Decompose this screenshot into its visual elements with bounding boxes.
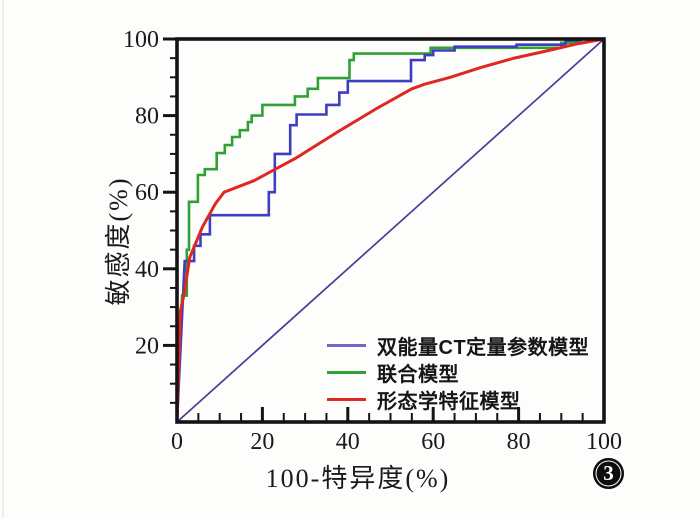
y-axis-tick-label: 80 bbox=[135, 104, 159, 130]
legend-label-combined-model: 联合模型 bbox=[377, 364, 459, 386]
legend-label-dual-energy-ct-model: 双能量CT定量参数模型 bbox=[377, 337, 590, 359]
y-axis-tick-label: 20 bbox=[135, 333, 159, 359]
x-axis-tick-label: 0 bbox=[171, 429, 183, 455]
x-axis-tick-label: 20 bbox=[250, 429, 274, 455]
x-axis-tick-label: 40 bbox=[336, 429, 360, 455]
y-axis-tick-label: 100 bbox=[123, 27, 159, 53]
reference-diagonal-line bbox=[176, 38, 605, 423]
y-axis-tick-label: 60 bbox=[135, 180, 159, 206]
legend-label-morphology-model: 形态学特征模型 bbox=[377, 391, 521, 413]
x-axis-tick-label: 80 bbox=[507, 429, 531, 455]
legend-line-morphology-model bbox=[327, 398, 366, 401]
legend-line-dual-energy-ct-model bbox=[327, 344, 366, 347]
page-scan-edge bbox=[2, 0, 4, 518]
x-axis-tick-label: 100 bbox=[586, 429, 622, 455]
legend-line-combined-model bbox=[327, 371, 366, 374]
figure-number: 3 bbox=[603, 461, 614, 485]
legend-item-morphology-model: 形态学特征模型 bbox=[327, 386, 589, 413]
legend-item-combined-model: 联合模型 bbox=[327, 359, 589, 386]
morphology-model-curve bbox=[175, 37, 605, 423]
dual-energy-ct-model-curve bbox=[175, 37, 604, 423]
x-axis-title: 100-特异度(%) bbox=[266, 464, 451, 493]
x-axis-tick-label: 60 bbox=[421, 429, 445, 455]
combined-model-curve bbox=[175, 37, 604, 423]
chart-legend: 双能量CT定量参数模型 联合模型 形态学特征模型 bbox=[327, 332, 589, 413]
y-axis-title: 敏感度(%) bbox=[104, 177, 133, 306]
y-axis-tick-label: 40 bbox=[135, 257, 159, 283]
figure-number-badge: 3 bbox=[593, 458, 624, 489]
legend-item-dual-energy-ct-model: 双能量CT定量参数模型 bbox=[327, 332, 589, 359]
